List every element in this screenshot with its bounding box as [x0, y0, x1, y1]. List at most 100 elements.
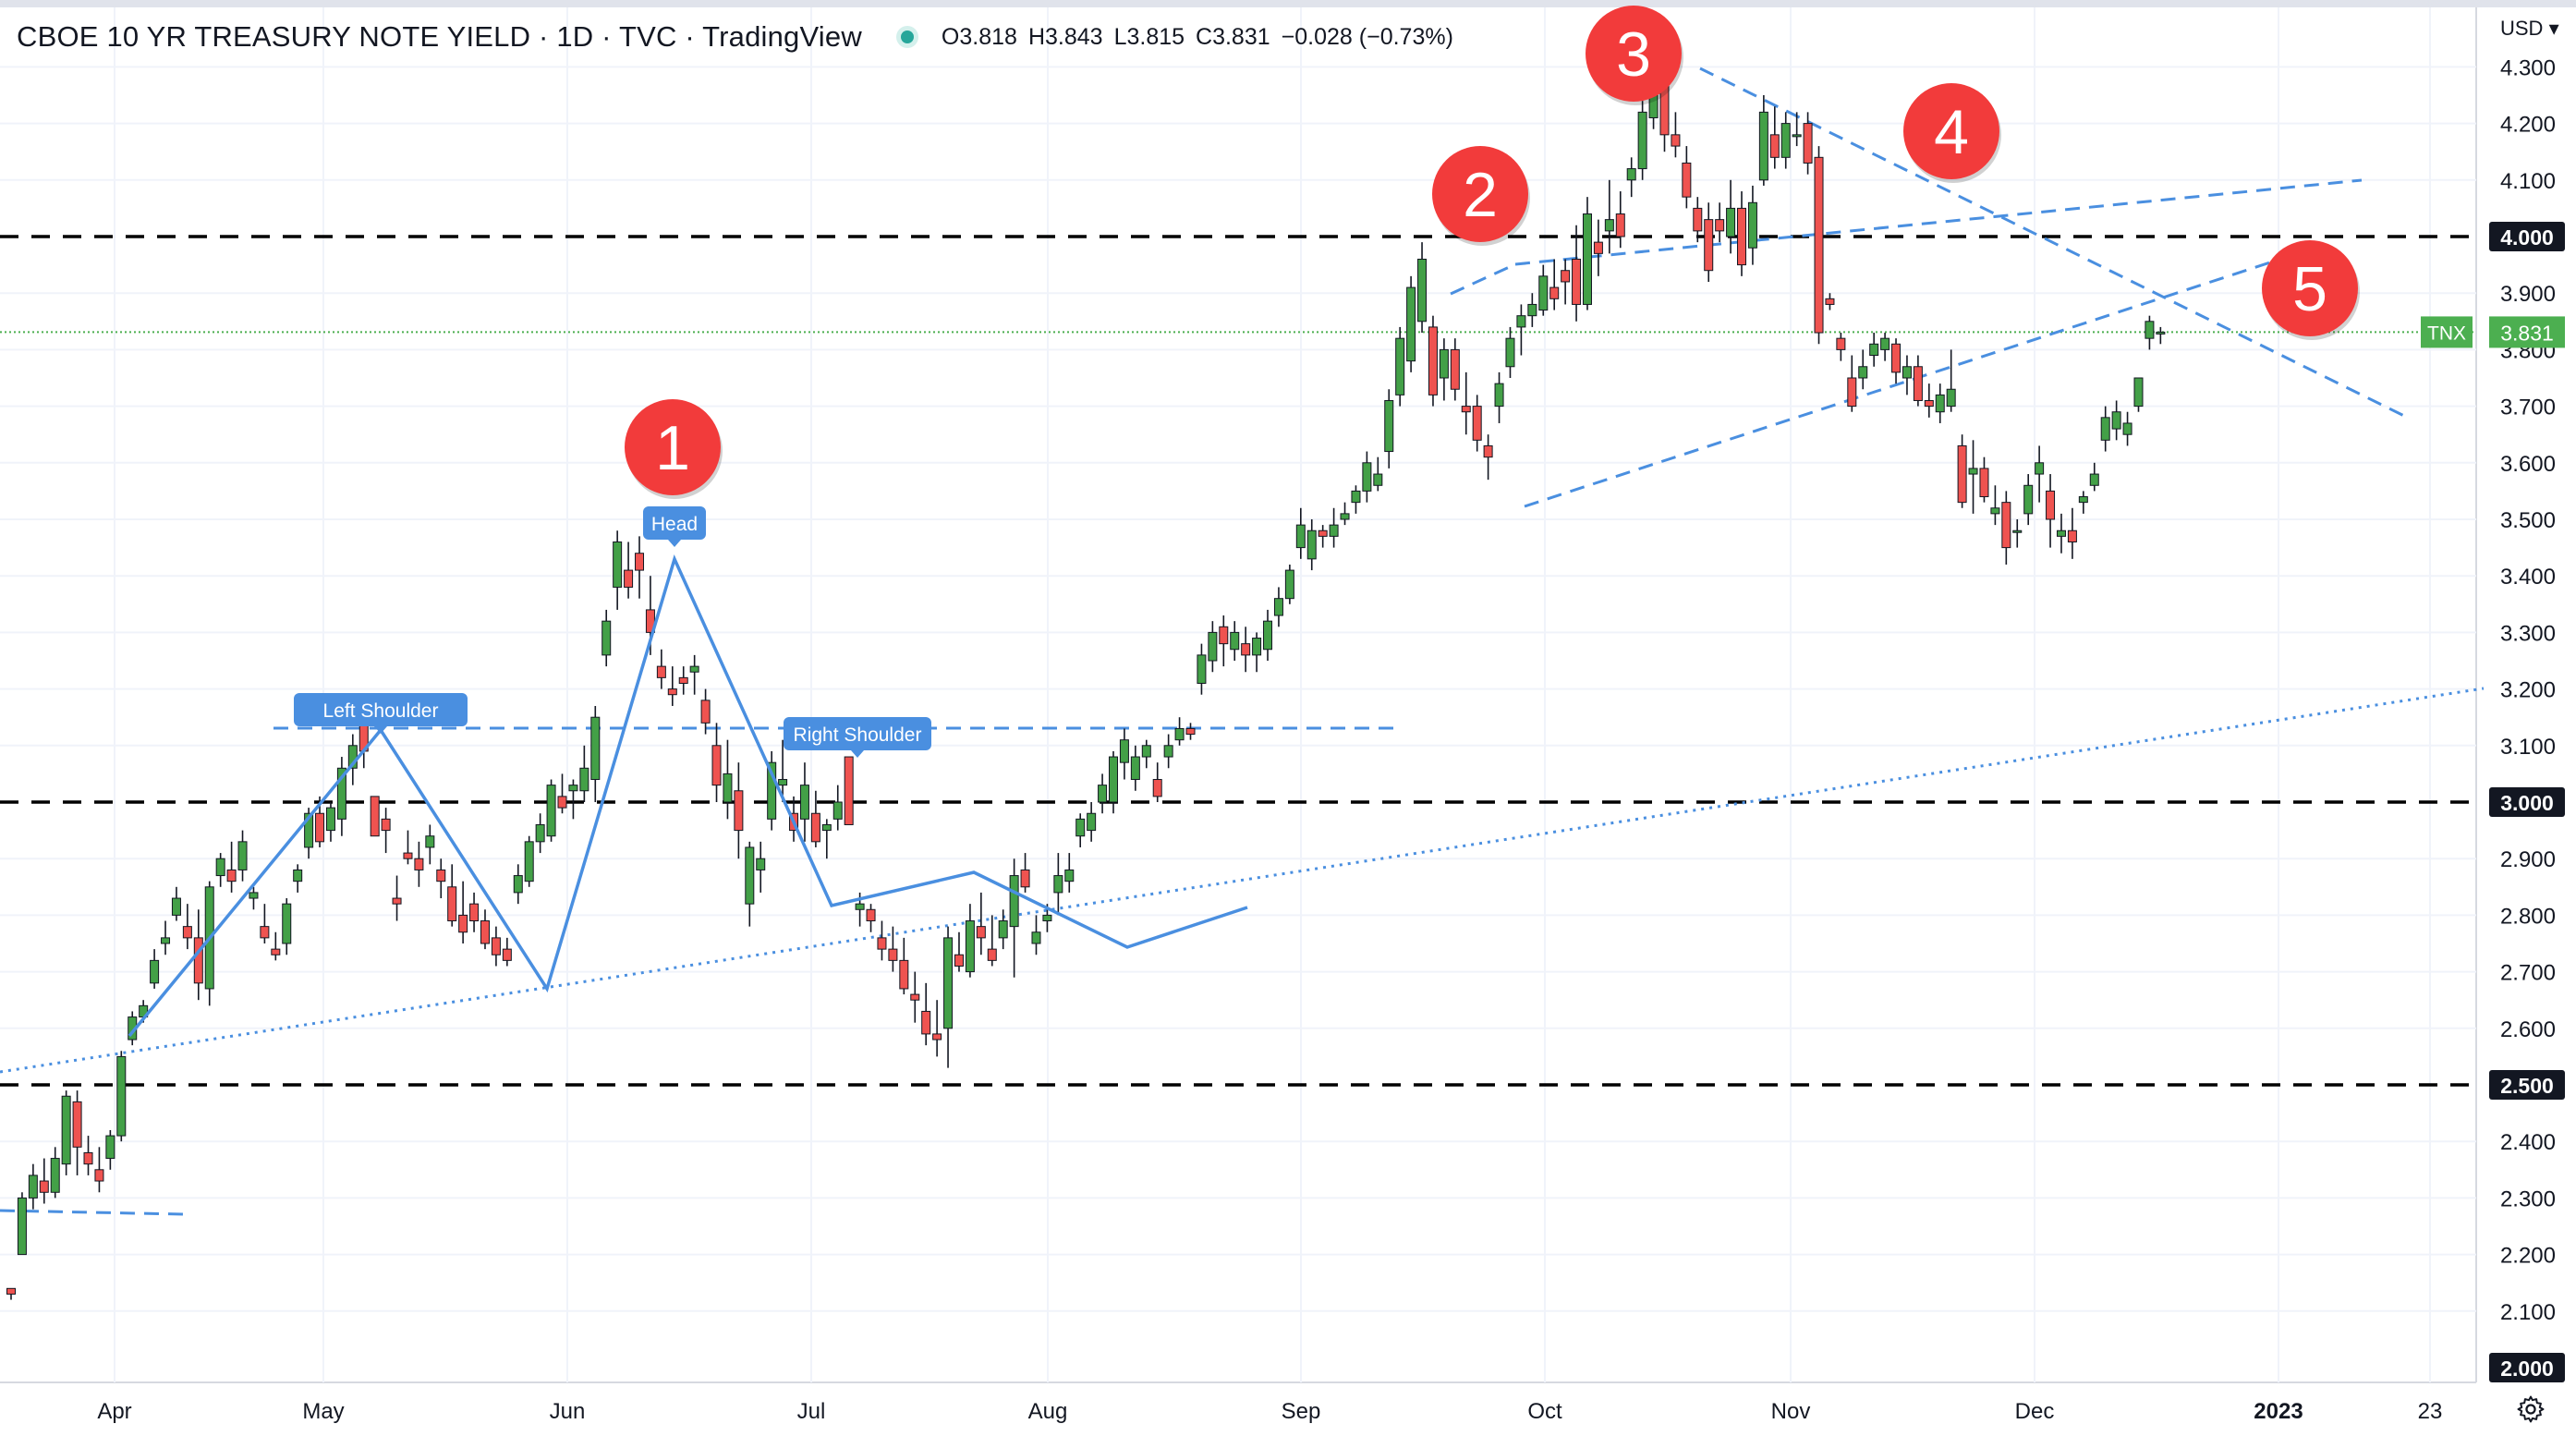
candle[interactable]	[1273, 598, 1283, 616]
candle[interactable]	[1406, 286, 1416, 362]
support-dash-left[interactable]	[0, 1209, 184, 1216]
candle[interactable]	[2100, 417, 2110, 441]
candle[interactable]	[1064, 869, 1075, 882]
candle[interactable]	[1671, 134, 1681, 147]
candle[interactable]	[624, 569, 634, 588]
candle[interactable]	[568, 785, 578, 792]
candle[interactable]	[403, 852, 413, 859]
candle[interactable]	[1450, 348, 1460, 390]
candle[interactable]	[1758, 111, 1768, 181]
candle[interactable]	[1075, 818, 1086, 837]
drawing-tools[interactable]	[0, 67, 2485, 1216]
candle[interactable]	[579, 767, 589, 792]
candle[interactable]	[799, 785, 809, 820]
candle[interactable]	[1472, 406, 1482, 441]
candle[interactable]	[711, 745, 722, 786]
candle[interactable]	[1726, 207, 1736, 237]
candle[interactable]	[1902, 366, 1912, 379]
candle[interactable]	[304, 812, 314, 848]
candle[interactable]	[61, 1095, 71, 1165]
head-shoulders-pattern[interactable]	[128, 554, 1248, 1038]
candle[interactable]	[1505, 337, 1515, 368]
candle[interactable]	[491, 937, 501, 955]
candle[interactable]	[1494, 383, 1504, 408]
candle[interactable]	[1869, 343, 1879, 357]
candle[interactable]	[1329, 524, 1339, 537]
candle[interactable]	[921, 1010, 931, 1035]
candle[interactable]	[2046, 490, 2056, 520]
candle[interactable]	[171, 897, 181, 916]
candle[interactable]	[756, 858, 766, 870]
candle[interactable]	[39, 1180, 49, 1193]
candle[interactable]	[998, 920, 1008, 939]
candle[interactable]	[1109, 756, 1118, 803]
candle[interactable]	[226, 869, 237, 882]
candle[interactable]	[1935, 394, 1945, 413]
candle[interactable]	[2145, 321, 2155, 339]
channel-line-upper[interactable]	[1514, 178, 2363, 266]
candle[interactable]	[1615, 213, 1625, 237]
candle[interactable]	[1604, 219, 1614, 232]
candle[interactable]	[1637, 111, 1647, 170]
candle[interactable]	[1306, 529, 1317, 560]
candle[interactable]	[182, 926, 192, 939]
channel-line-upper-left[interactable]	[1450, 262, 1516, 296]
candle[interactable]	[1990, 507, 2000, 515]
candle[interactable]	[1847, 377, 1857, 408]
candle[interactable]	[1715, 219, 1725, 232]
candle[interactable]	[193, 937, 203, 984]
candle[interactable]	[2067, 529, 2077, 542]
candle[interactable]	[50, 1158, 60, 1193]
candle[interactable]	[1946, 388, 1956, 408]
candle[interactable]	[336, 767, 346, 820]
candle[interactable]	[1174, 727, 1185, 741]
candle[interactable]	[1087, 812, 1097, 832]
candle[interactable]	[480, 920, 490, 944]
candle[interactable]	[667, 688, 677, 696]
candle[interactable]	[1516, 315, 1526, 328]
candle[interactable]	[678, 676, 688, 684]
candle[interactable]	[778, 779, 788, 786]
candle[interactable]	[855, 903, 865, 910]
candle[interactable]	[381, 818, 391, 832]
number-badge[interactable]	[1586, 6, 1682, 102]
candle[interactable]	[1130, 756, 1140, 781]
candle[interactable]	[293, 869, 303, 882]
candle[interactable]	[1561, 270, 1571, 283]
candle[interactable]	[414, 858, 424, 870]
symbol-title[interactable]: CBOE 10 YR TREASURY NOTE YIELD · 1D · TV…	[17, 20, 862, 53]
number-badge[interactable]	[1432, 146, 1528, 242]
candle[interactable]	[1263, 620, 1273, 651]
candle[interactable]	[1780, 123, 1791, 158]
number-badge[interactable]	[2262, 240, 2358, 336]
number-badge[interactable]	[1903, 83, 1999, 179]
candle[interactable]	[72, 1101, 82, 1148]
candle[interactable]	[965, 920, 975, 973]
candle[interactable]	[1747, 201, 1757, 249]
candle[interactable]	[535, 823, 545, 843]
candle[interactable]	[987, 948, 997, 961]
candle[interactable]	[1483, 444, 1493, 458]
candle[interactable]	[215, 858, 225, 877]
candle[interactable]	[1549, 286, 1560, 299]
currency-selector[interactable]: USD ▾	[2500, 17, 2559, 41]
candle[interactable]	[370, 796, 380, 837]
candle[interactable]	[2001, 502, 2011, 549]
candle[interactable]	[2035, 462, 2045, 475]
candle[interactable]	[976, 926, 986, 939]
candle[interactable]	[1384, 399, 1394, 453]
candle[interactable]	[282, 903, 292, 944]
candle[interactable]	[1737, 207, 1747, 266]
candle[interactable]	[1362, 462, 1372, 492]
candle[interactable]	[1593, 241, 1603, 254]
candle[interactable]	[899, 959, 909, 990]
candle[interactable]	[1230, 631, 1240, 651]
candle[interactable]	[1318, 529, 1328, 537]
candle[interactable]	[1284, 569, 1294, 600]
candle[interactable]	[1769, 134, 1780, 158]
candle[interactable]	[821, 823, 832, 832]
candle[interactable]	[28, 1174, 38, 1199]
candle[interactable]	[943, 937, 954, 1029]
candle[interactable]	[866, 908, 876, 922]
